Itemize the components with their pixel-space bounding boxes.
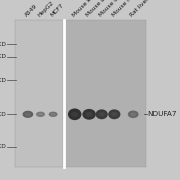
Ellipse shape [82, 109, 96, 120]
Ellipse shape [108, 109, 120, 119]
Text: 15KD: 15KD [0, 112, 6, 117]
Ellipse shape [111, 112, 118, 116]
Text: NDUFA7: NDUFA7 [147, 111, 177, 117]
Ellipse shape [98, 112, 105, 116]
Ellipse shape [51, 113, 56, 116]
Text: Mouse liver: Mouse liver [98, 0, 126, 18]
Ellipse shape [36, 112, 45, 117]
Ellipse shape [22, 111, 33, 118]
Text: Mouse brain: Mouse brain [86, 0, 115, 18]
Ellipse shape [85, 112, 93, 117]
Text: 10KD: 10KD [0, 144, 6, 149]
Ellipse shape [49, 112, 58, 117]
Text: A549: A549 [24, 4, 39, 18]
Text: Rat liver: Rat liver [130, 0, 151, 18]
Text: 35KD: 35KD [0, 54, 6, 59]
Ellipse shape [130, 113, 136, 116]
Ellipse shape [25, 113, 31, 116]
Text: 40KD: 40KD [0, 42, 6, 47]
Text: MCF7: MCF7 [50, 3, 65, 18]
Ellipse shape [38, 113, 43, 116]
Text: Mouse kidney: Mouse kidney [71, 0, 104, 18]
Bar [15, 20, 63, 167]
Text: 25KD: 25KD [0, 78, 6, 83]
Ellipse shape [71, 112, 78, 117]
Ellipse shape [128, 111, 139, 118]
Ellipse shape [96, 109, 108, 119]
Text: Mouse heart: Mouse heart [111, 0, 140, 18]
Ellipse shape [68, 108, 81, 120]
Bar [64, 20, 146, 167]
Text: HepG2: HepG2 [37, 0, 55, 18]
